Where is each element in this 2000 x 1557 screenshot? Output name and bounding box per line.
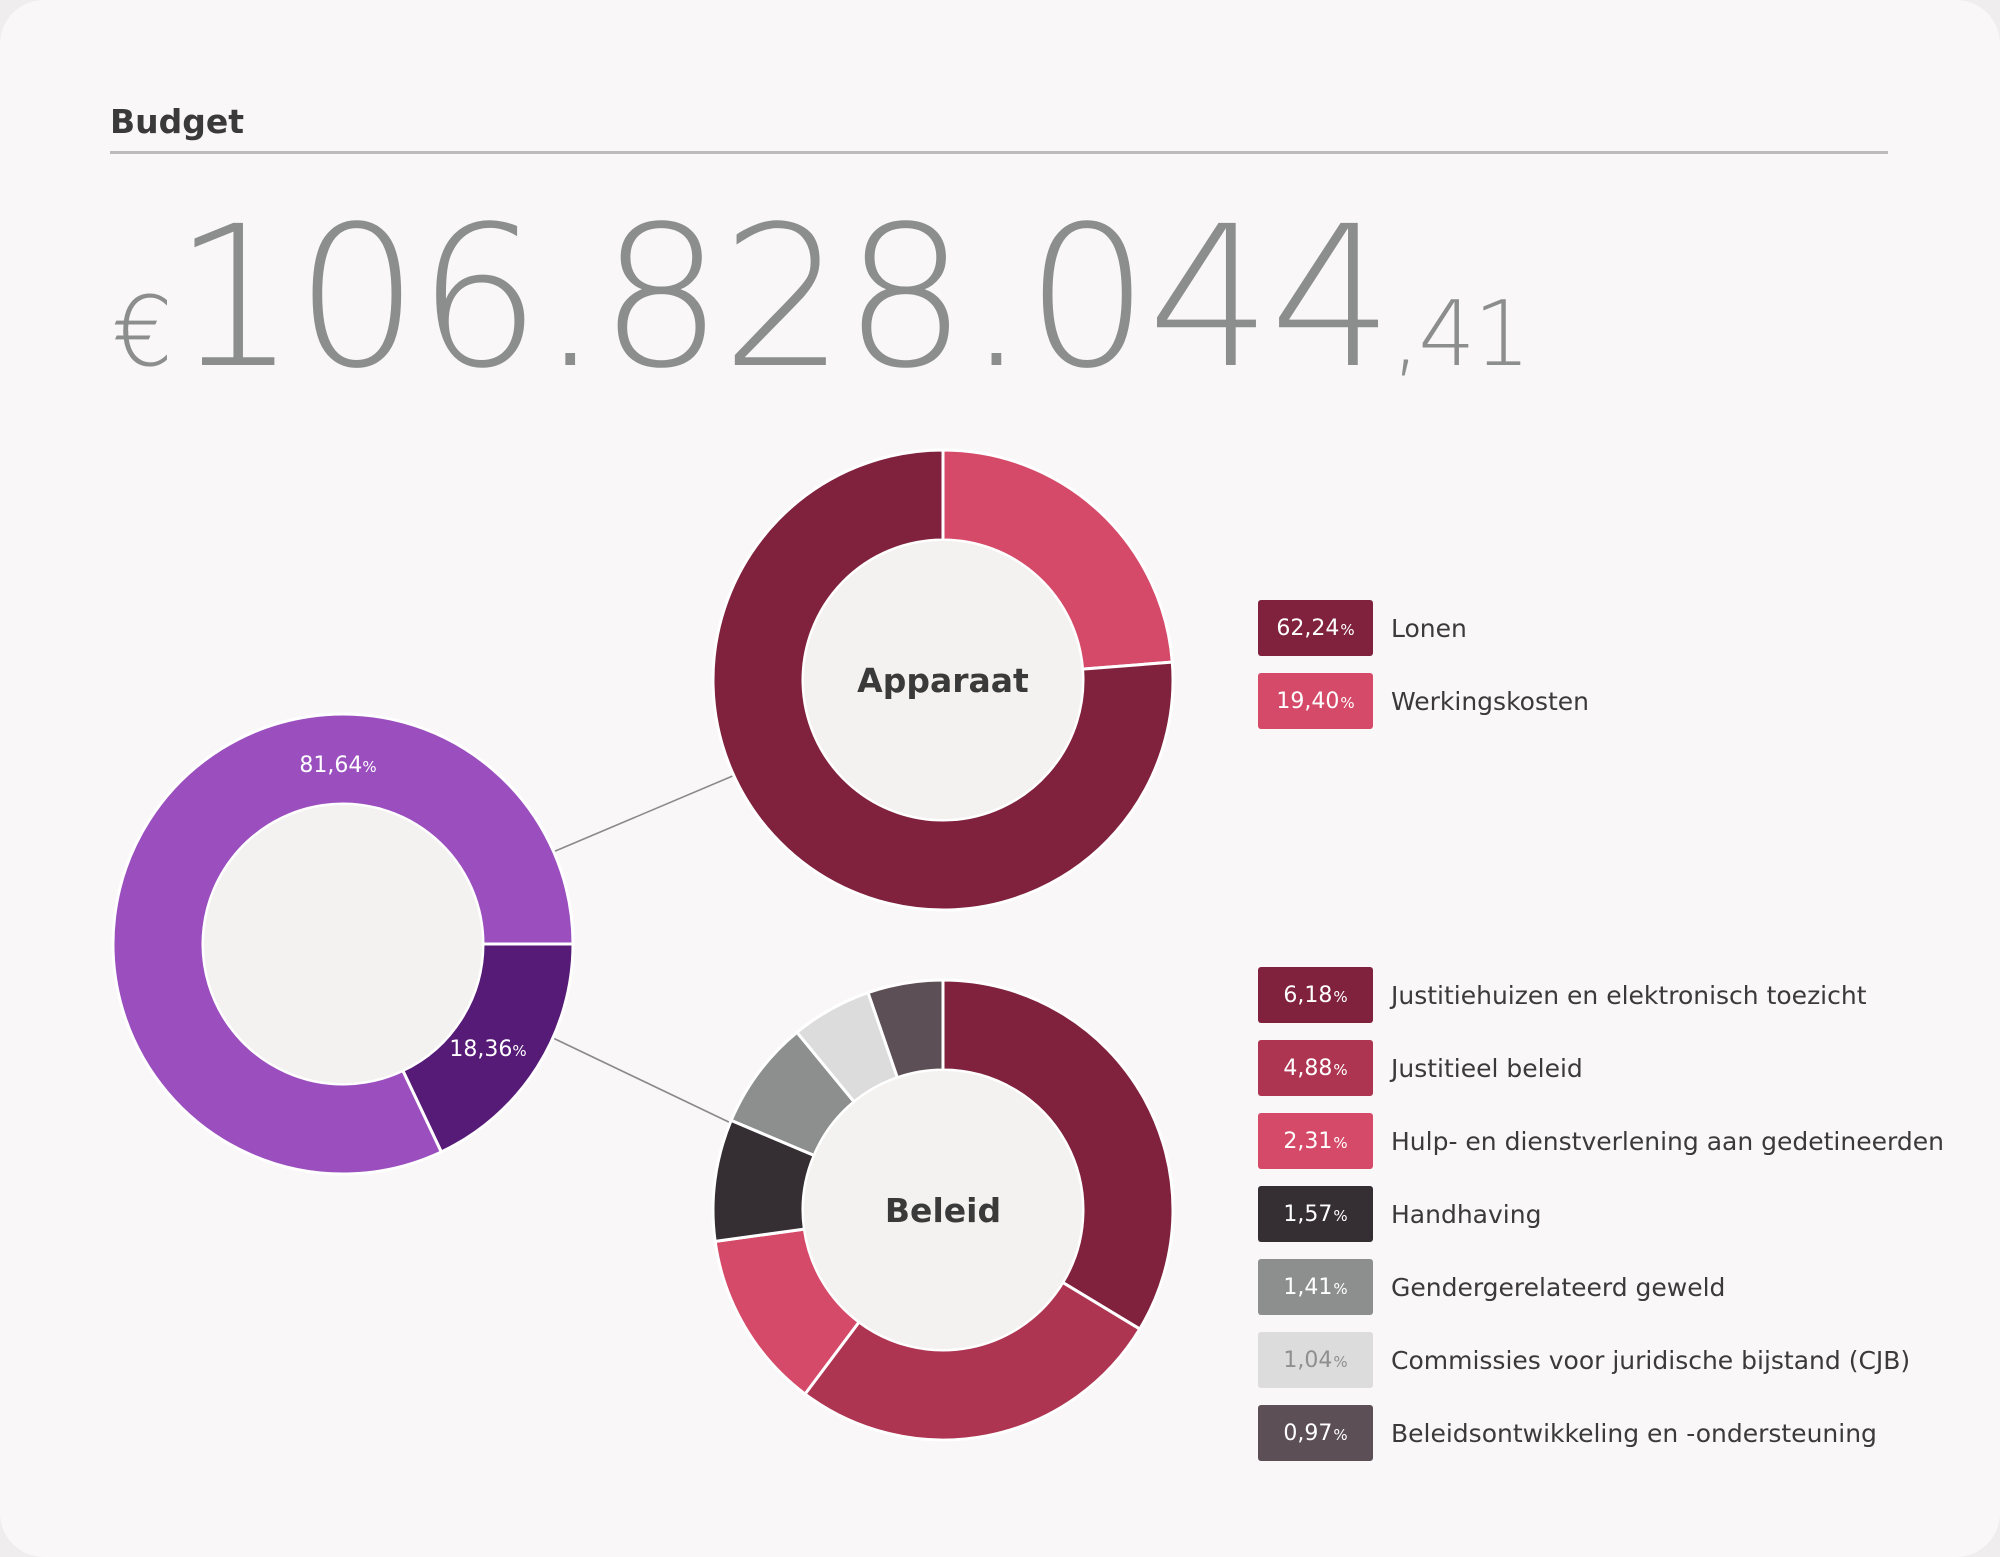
legend-badge: 4,88%: [1258, 1040, 1373, 1096]
legend-item-justitieel-beleid: 4,88% Justitieel beleid: [1258, 1040, 1978, 1096]
beleid-donut-center: [804, 1071, 1082, 1349]
data-label-beleid: 18,36%: [449, 1037, 526, 1062]
section-title: Budget: [110, 102, 245, 141]
slice-lonen: [711, 448, 1175, 912]
connector-line-apparaat: [552, 774, 736, 853]
legend-unit: %: [1340, 621, 1355, 639]
beleid-title: Beleid: [885, 1191, 1001, 1230]
legend-badge: 19,40%: [1258, 673, 1373, 729]
legend-unit: %: [1333, 1061, 1348, 1079]
main-donut-center: [204, 805, 482, 1083]
legend-badge: 1,57%: [1258, 1186, 1373, 1242]
slice-justitiehuizen-en-elektronisch-toezicht: [941, 978, 1175, 1332]
legend-value: 4,88: [1283, 1055, 1333, 1081]
slice-beleidsontwikkeling-en-ondersteuning: [866, 978, 945, 1080]
currency-symbol: €: [112, 276, 174, 388]
legend-badge: 62,24%: [1258, 600, 1373, 656]
legend-label: Beleidsontwikkeling en -ondersteuning: [1391, 1418, 1877, 1448]
legend-value: 1,41: [1283, 1274, 1333, 1300]
legend-unit: %: [1340, 694, 1355, 712]
legend-label: Gendergerelateerd geweld: [1391, 1272, 1726, 1302]
legend-item-beleidsontwikkeling-en-ondersteuning: 0,97% Beleidsontwikkeling en -ondersteuni…: [1258, 1405, 1978, 1461]
budget-amount: €106.828.044,41: [112, 200, 1531, 395]
legend-value: 62,24: [1276, 615, 1340, 641]
legend-label: Werkingskosten: [1391, 686, 1590, 716]
legend-value: 6,18: [1283, 982, 1333, 1008]
connector-line-beleid: [552, 1037, 736, 1126]
legend-label: Commissies voor juridische bijstand (CJB…: [1391, 1345, 1911, 1375]
legend-item-hulp-en-dienstverlening-aan-gedetineerden: 2,31% Hulp- en dienstverlening aan gedeti…: [1258, 1113, 1978, 1169]
data-label-apparaat: 81,64%: [299, 753, 376, 778]
legend-unit: %: [1333, 1426, 1348, 1444]
legend-unit: %: [1333, 1207, 1348, 1225]
legend-label: Justitiehuizen en elektronisch toezicht: [1391, 980, 1867, 1010]
legend-item-handhaving: 1,57% Handhaving: [1258, 1186, 1978, 1242]
apparaat-donut-center: [804, 541, 1082, 819]
legend-unit: %: [1333, 1353, 1348, 1371]
amount-integer: 106.828.044: [173, 184, 1394, 411]
legend-badge: 1,04%: [1258, 1332, 1373, 1388]
legend-item-lonen: 62,24% Lonen: [1258, 600, 1978, 656]
legend-badge: 1,41%: [1258, 1259, 1373, 1315]
legend-label: Justitieel beleid: [1391, 1053, 1583, 1083]
slice-werkingskosten: [941, 448, 1174, 671]
legend-value: 19,40: [1276, 688, 1340, 714]
legend-unit: %: [1333, 1280, 1348, 1298]
legend-item-gendergerelateerd-geweld: 1,41% Gendergerelateerd geweld: [1258, 1259, 1978, 1315]
legend-value: 2,31: [1283, 1128, 1333, 1154]
title-divider: [110, 151, 1888, 154]
legend-item-werkingskosten: 19,40% Werkingskosten: [1258, 673, 1978, 729]
legend-value: 1,04: [1283, 1347, 1333, 1373]
apparaat-title: Apparaat: [857, 661, 1029, 700]
legend-unit: %: [1333, 988, 1348, 1006]
legend-label: Hulp- en dienstverlening aan gedetineerd…: [1391, 1126, 1944, 1156]
legend-label: Handhaving: [1391, 1199, 1542, 1229]
legend-badge: 6,18%: [1258, 967, 1373, 1023]
slice-81-64: [111, 712, 575, 1176]
legend-value: 0,97: [1283, 1420, 1333, 1446]
slice-justitieel-beleid: [802, 1280, 1142, 1442]
amount-decimals: ,41: [1391, 282, 1531, 387]
legend-item-commissies-voor-juridische-bijstand-cjb: 1,04% Commissies voor juridische bijstand…: [1258, 1332, 1978, 1388]
legend-value: 1,57: [1283, 1201, 1333, 1227]
legend-unit: %: [1333, 1134, 1348, 1152]
legend-badge: 0,97%: [1258, 1405, 1373, 1461]
legend-badge: 2,31%: [1258, 1113, 1373, 1169]
legend-item-justitiehuizen-en-elektronisch-toezicht: 6,18% Justitiehuizen en elektronisch toez…: [1258, 967, 1978, 1023]
legend-label: Lonen: [1391, 613, 1467, 643]
